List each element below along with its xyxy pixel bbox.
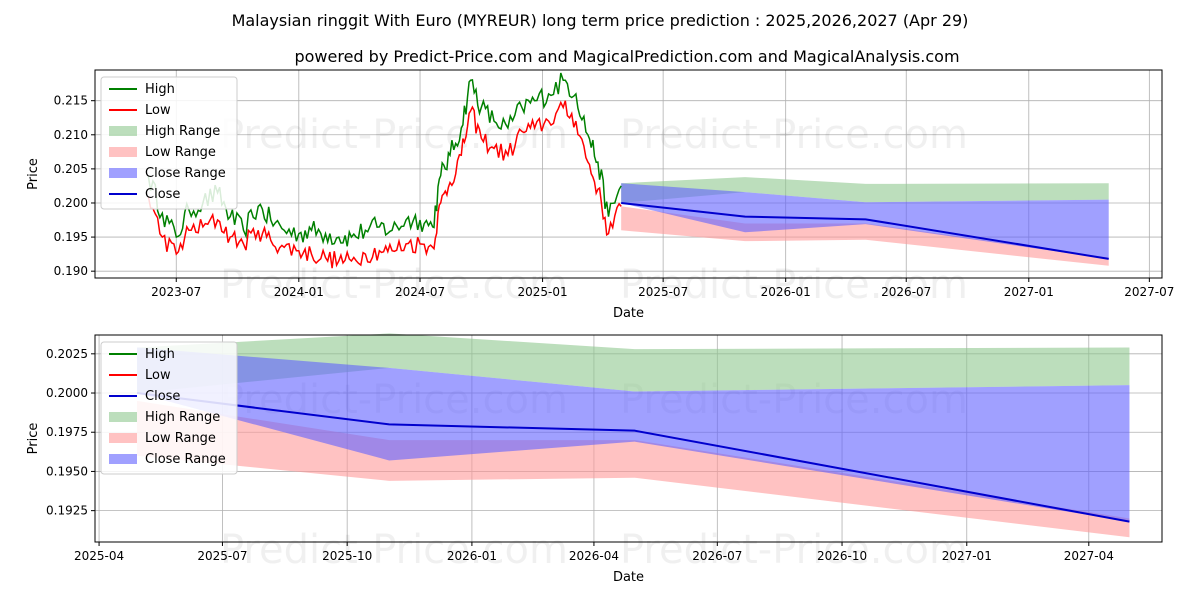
legend-swatch [109, 454, 137, 464]
low-range-band [621, 206, 1109, 266]
y-tick-label: 0.195 [54, 230, 88, 244]
y-axis-label: Price [26, 158, 41, 190]
legend-swatch [109, 126, 137, 136]
y-tick-label: 0.210 [54, 128, 88, 142]
x-tick-label: 2027-01 [942, 549, 992, 563]
legend-label: Close Range [145, 452, 226, 467]
x-tick-label: 2027-07 [1124, 285, 1174, 299]
y-tick-label: 0.1925 [46, 504, 88, 518]
close-prediction-line [136, 392, 1130, 523]
legend-label: High [145, 82, 175, 97]
y-tick-label: 0.1975 [46, 425, 88, 439]
chart-subtitle: powered by Predict-Price.com and Magical… [294, 47, 959, 66]
watermark-text: Predict-Price.com [620, 112, 968, 158]
x-tick-label: 2027-04 [1064, 549, 1114, 563]
plot-frame [94, 69, 1163, 279]
watermark-text: Predict-Price.com [220, 262, 568, 308]
y-tick-label: 0.200 [54, 196, 88, 210]
x-tick-label: 2026-04 [569, 549, 619, 563]
x-tick-label: 2025-01 [518, 285, 568, 299]
x-tick-label: 2026-10 [817, 549, 867, 563]
y-axis-label: Price [26, 423, 41, 455]
watermark-text: Predict-Price.com [220, 527, 568, 573]
x-tick-label: 2024-01 [274, 285, 324, 299]
x-tick-label: 2025-07 [638, 285, 688, 299]
low-price-line [147, 100, 622, 269]
x-axis-label: Date [613, 570, 644, 585]
x-tick-label: 2025-10 [322, 549, 372, 563]
high-range-band [137, 333, 1130, 394]
x-tick-label: 2026-07 [881, 285, 931, 299]
high-range-band [621, 177, 1109, 203]
x-tick-label: 2024-07 [395, 285, 445, 299]
y-tick-label: 0.215 [54, 94, 88, 108]
legend-label: High Range [145, 124, 220, 139]
low-range-band [137, 400, 1130, 538]
y-tick-label: 0.2000 [46, 386, 88, 400]
x-tick-label: 2025-07 [197, 549, 247, 563]
x-tick-label: 2025-04 [74, 549, 124, 563]
x-axis-label: Date [613, 306, 644, 321]
y-tick-label: 0.205 [54, 162, 88, 176]
legend-label: High Range [145, 410, 220, 425]
legend-label: Low [145, 368, 171, 383]
legend-swatch [109, 412, 137, 422]
x-tick-label: 2026-07 [692, 549, 742, 563]
x-tick-label: 2026-01 [447, 549, 497, 563]
legend-label: Close Range [145, 166, 226, 181]
upper-price-chart: Predict-Price.com Predict-Price.com Predic… [26, 69, 1174, 321]
watermark-text: Predict-Price.com [620, 262, 968, 308]
chart-title: Malaysian ringgit With Euro (MYREUR) lon… [232, 11, 969, 30]
high-price-line [147, 72, 622, 247]
legend-label: Low Range [145, 431, 216, 446]
close-prediction-line [621, 201, 1109, 260]
legend-swatch [109, 168, 137, 178]
lower-prediction-chart: Predict-Price.comPredict-Price.comPredic… [26, 333, 1163, 585]
y-tick-label: 0.190 [54, 264, 88, 278]
close-range-band [137, 347, 1130, 522]
y-tick-label: 0.2025 [46, 347, 88, 361]
plot-frame [94, 334, 1163, 543]
legend-swatch [109, 433, 137, 443]
legend-label: Low Range [145, 145, 216, 160]
watermark-text: Predict-Price.com [220, 112, 568, 158]
legend-label: Close [145, 187, 180, 202]
legend-label: Close [145, 389, 180, 404]
legend-swatch [109, 147, 137, 157]
legend-label: High [145, 347, 175, 362]
legend-label: Low [145, 103, 171, 118]
x-tick-label: 2026-01 [761, 285, 811, 299]
x-tick-label: 2027-01 [1004, 285, 1054, 299]
watermark-text: Predict-Price.com [620, 527, 968, 573]
x-tick-label: 2023-07 [151, 285, 201, 299]
y-tick-label: 0.1950 [46, 464, 88, 478]
